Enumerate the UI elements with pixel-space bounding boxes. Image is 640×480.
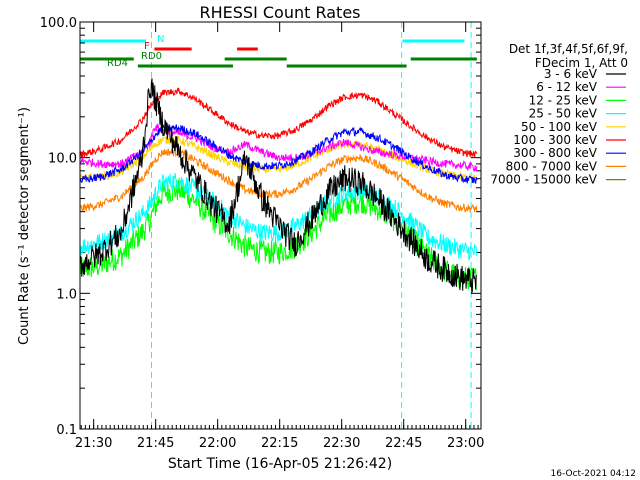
x-tick-label: 21:45 (137, 436, 174, 451)
x-tick-label: 22:15 (261, 436, 298, 451)
y-tick-label: 100.0 (40, 16, 77, 31)
y-tick-label: 1.0 (56, 287, 77, 302)
x-tick-label: 22:00 (199, 436, 236, 451)
x-tick-label: 22:30 (323, 436, 360, 451)
y-tick-label: 10.0 (48, 152, 77, 167)
x-tick-label: 22:45 (385, 436, 422, 451)
legend-label: 800 - 7000 keV (506, 159, 598, 173)
chart-title: RHESSI Count Rates (200, 3, 361, 22)
legend-label: 6 - 12 keV (536, 80, 598, 94)
legend-label: 100 - 300 keV (513, 133, 597, 147)
series-line (79, 147, 478, 213)
legend-label: 7000 - 15000 keV (490, 173, 597, 187)
legend-label: 50 - 100 keV (521, 120, 598, 134)
legend-header-line1: Det 1f,3f,4f,5f,6f,9f, (509, 42, 628, 56)
series-line (79, 173, 478, 261)
state-bar-label: RD4 (107, 58, 128, 69)
legend-label: 12 - 25 keV (529, 93, 598, 107)
y-axis-label: Count Rate (s⁻¹ detector segment⁻¹) (17, 107, 32, 345)
legend-label: 300 - 800 keV (513, 146, 597, 160)
series-line (79, 135, 478, 183)
state-bar-label: RD0 (141, 51, 162, 62)
plot-frame (79, 21, 482, 430)
legend-label: 25 - 50 keV (529, 107, 598, 121)
footer-timestamp: 16-Oct-2021 04:12 (551, 469, 636, 479)
legend-header-line2: FDecim 1, Att 0 (535, 56, 628, 70)
x-tick-label: 23:00 (447, 436, 484, 451)
y-tick-label: 0.1 (56, 423, 77, 438)
state-bar-label: F (144, 41, 150, 52)
series-line (79, 122, 478, 185)
series-line (79, 87, 478, 158)
legend-label: 3 - 6 keV (544, 67, 598, 81)
x-axis-label: Start Time (16-Apr-05 21:26:42) (168, 456, 392, 472)
x-tick-label: 21:30 (75, 436, 112, 451)
state-bar-label: N (157, 34, 164, 45)
series-line (79, 78, 478, 294)
